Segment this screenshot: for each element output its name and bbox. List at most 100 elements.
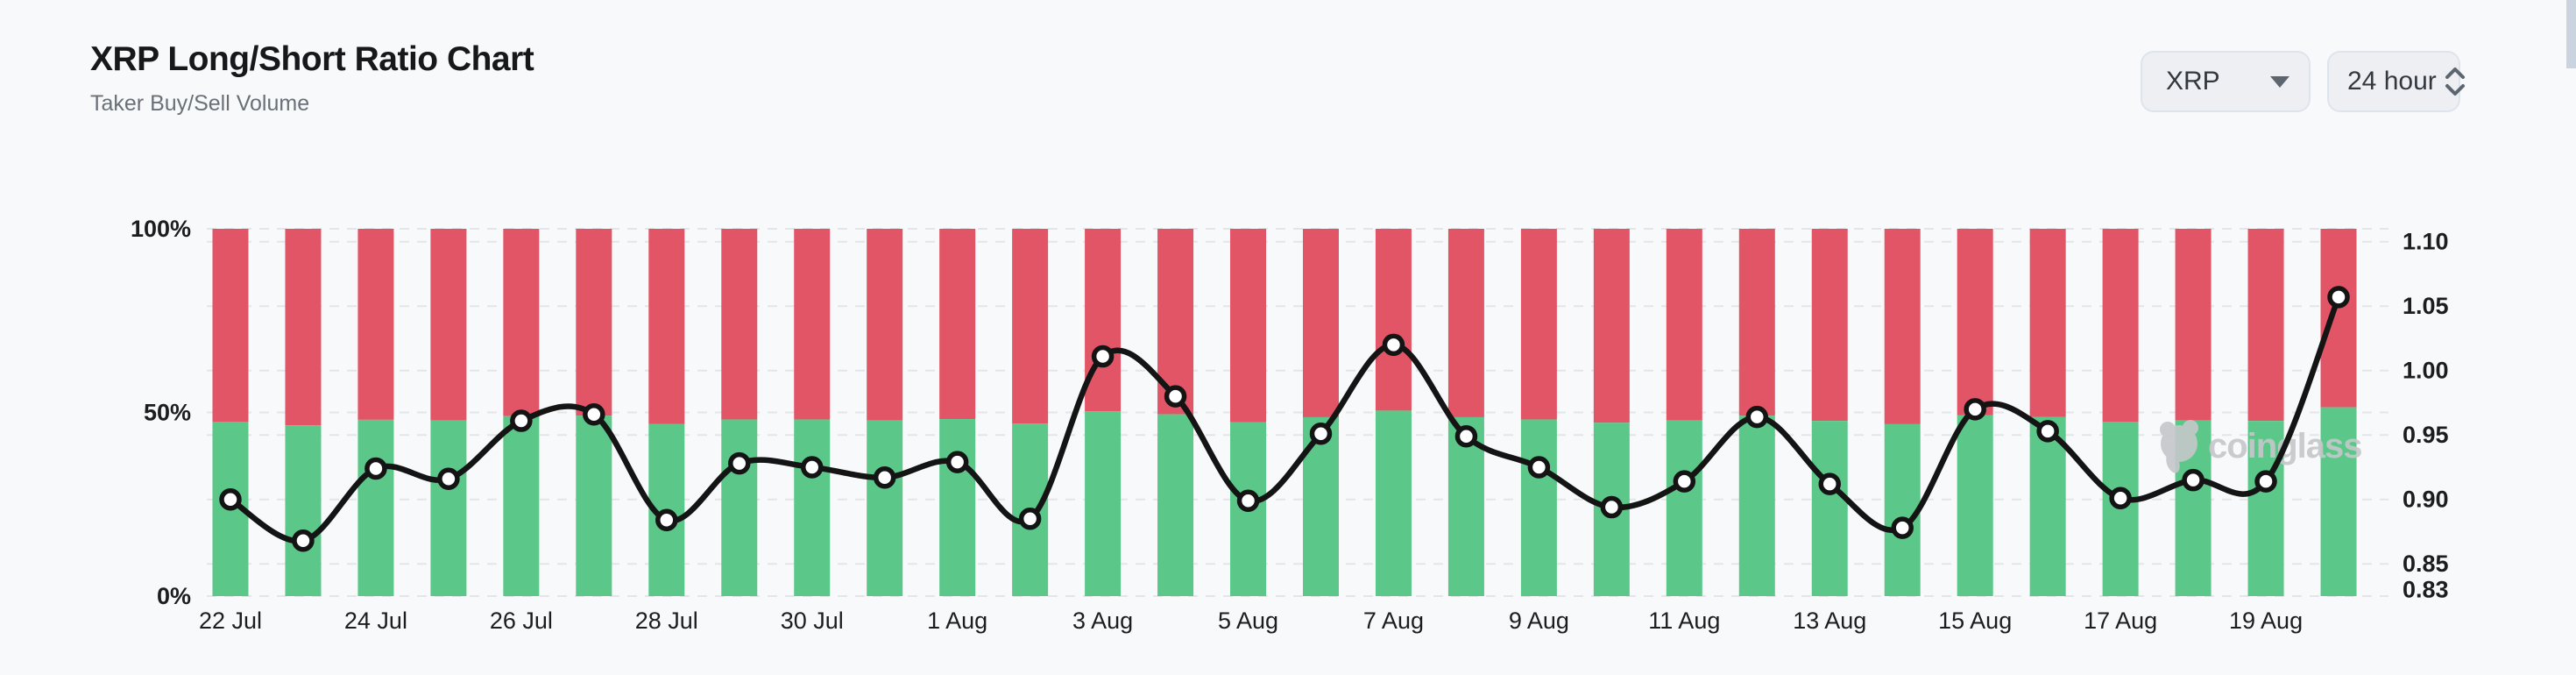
symbol-select[interactable]: XRP: [2141, 51, 2311, 112]
bar-short-segment[interactable]: [1085, 229, 1122, 412]
bar-long-segment[interactable]: [2247, 421, 2284, 596]
bar-short-segment[interactable]: [576, 229, 612, 416]
bar-short-segment[interactable]: [721, 229, 758, 420]
ratio-line-point[interactable]: [2036, 420, 2059, 443]
bar-short-segment[interactable]: [1230, 229, 1267, 423]
x-axis-tick-label: 11 Aug: [1648, 608, 1720, 634]
ratio-line-point[interactable]: [1091, 345, 1115, 368]
bar-short-segment[interactable]: [357, 229, 394, 420]
ratio-line-point[interactable]: [2109, 487, 2132, 510]
bar-short-segment[interactable]: [1520, 229, 1557, 420]
bar-long-segment[interactable]: [794, 419, 831, 596]
ratio-line-point[interactable]: [219, 487, 242, 511]
ratio-line-point[interactable]: [1382, 333, 1405, 357]
x-axis-tick-label: 5 Aug: [1218, 608, 1278, 634]
bar-long-segment[interactable]: [503, 416, 540, 596]
bar-short-segment[interactable]: [1012, 229, 1049, 424]
bar-long-segment[interactable]: [939, 419, 976, 596]
bar-long-segment[interactable]: [1884, 423, 1921, 596]
ratio-line-point[interactable]: [583, 402, 605, 426]
bar-short-segment[interactable]: [1811, 229, 1848, 422]
bar-short-segment[interactable]: [2247, 229, 2284, 422]
ratio-line-point[interactable]: [1818, 472, 1842, 495]
interval-select-value: 24 hour: [2347, 67, 2437, 96]
right-axis-tick-label: 0.85: [2403, 551, 2449, 577]
bar-long-segment[interactable]: [1738, 416, 1775, 596]
chevron-up-down-icon: [2445, 68, 2465, 96]
bar-short-segment[interactable]: [1447, 229, 1484, 417]
bar-short-segment[interactable]: [1375, 229, 1412, 411]
bar-long-segment[interactable]: [1666, 420, 1702, 596]
bar-long-segment[interactable]: [1811, 421, 1848, 596]
ratio-line-point[interactable]: [1164, 385, 1187, 408]
bar-short-segment[interactable]: [2175, 229, 2212, 421]
bar-short-segment[interactable]: [1302, 229, 1339, 417]
bar-long-segment[interactable]: [2320, 407, 2357, 596]
ratio-line-point[interactable]: [1673, 470, 1696, 493]
bar-long-segment[interactable]: [1957, 415, 1993, 596]
bar-long-segment[interactable]: [357, 419, 394, 596]
bar-short-segment[interactable]: [2029, 229, 2066, 417]
bar-short-segment[interactable]: [794, 229, 831, 420]
bar-long-segment[interactable]: [576, 416, 612, 596]
bar-short-segment[interactable]: [1666, 229, 1702, 421]
ratio-line-point[interactable]: [364, 457, 387, 480]
ratio-line-point[interactable]: [510, 409, 533, 432]
ratio-line-point[interactable]: [655, 508, 678, 532]
ratio-line-point[interactable]: [1454, 424, 1478, 448]
ratio-line-point[interactable]: [2254, 470, 2277, 493]
bar-short-segment[interactable]: [285, 229, 322, 426]
bar-long-segment[interactable]: [2029, 416, 2066, 596]
x-axis-tick-label: 30 Jul: [781, 608, 844, 634]
ratio-line-point[interactable]: [1600, 495, 1624, 519]
bar-long-segment[interactable]: [1157, 414, 1194, 596]
bar-long-segment[interactable]: [285, 425, 322, 596]
bar-long-segment[interactable]: [430, 420, 467, 596]
ratio-line-point[interactable]: [873, 465, 896, 489]
ratio-line-point[interactable]: [1309, 423, 1333, 445]
ratio-line: [227, 294, 2342, 544]
bar-short-segment[interactable]: [648, 229, 685, 424]
bar-short-segment[interactable]: [867, 229, 903, 421]
watermark: coinglass: [2160, 420, 2363, 473]
ratio-line-point[interactable]: [1527, 456, 1551, 479]
ratio-line-point[interactable]: [1018, 508, 1042, 530]
scrollbar-thumb[interactable]: [2566, 0, 2576, 68]
x-axis-tick-label: 17 Aug: [2084, 608, 2157, 634]
bar-long-segment[interactable]: [1520, 419, 1557, 596]
bar-short-segment[interactable]: [212, 229, 249, 423]
bar-short-segment[interactable]: [430, 229, 467, 421]
page-title: XRP Long/Short Ratio Chart: [90, 40, 534, 78]
bar-short-segment[interactable]: [2320, 229, 2357, 408]
ratio-line-point[interactable]: [2327, 286, 2350, 309]
bar-short-segment[interactable]: [1957, 229, 1993, 416]
ratio-line-point[interactable]: [1891, 516, 1914, 539]
ratio-line-point[interactable]: [945, 451, 969, 473]
bar-long-segment[interactable]: [867, 420, 903, 596]
bar-short-segment[interactable]: [1738, 229, 1775, 416]
left-axis-tick-label: 50%: [144, 400, 191, 426]
right-axis-tick-label: 0.95: [2403, 422, 2449, 448]
bar-long-segment[interactable]: [1085, 411, 1122, 596]
ratio-line-point[interactable]: [800, 456, 824, 479]
ratio-line-point[interactable]: [2182, 468, 2204, 492]
bar-short-segment[interactable]: [1593, 229, 1630, 423]
ratio-line-point[interactable]: [292, 529, 315, 552]
ratio-line-point[interactable]: [1745, 405, 1769, 429]
ratio-line-point[interactable]: [1964, 398, 1986, 421]
ratio-line-point[interactable]: [437, 467, 460, 490]
x-axis-tick-label: 9 Aug: [1509, 608, 1569, 634]
bar-short-segment[interactable]: [2102, 229, 2139, 423]
right-axis-tick-label: 1.05: [2403, 293, 2449, 319]
interval-select[interactable]: 24 hour: [2327, 51, 2465, 112]
page-subtitle: Taker Buy/Sell Volume: [90, 91, 310, 116]
bar-short-segment[interactable]: [1884, 229, 1921, 424]
ratio-line-point[interactable]: [728, 451, 751, 475]
bar-short-segment[interactable]: [939, 229, 976, 420]
x-axis-tick-label: 19 Aug: [2229, 608, 2303, 634]
bar-short-segment[interactable]: [503, 229, 540, 416]
bar-long-segment[interactable]: [1375, 410, 1412, 596]
bar-long-segment[interactable]: [721, 419, 758, 596]
ratio-line-point[interactable]: [1236, 489, 1260, 512]
x-axis-tick-label: 22 Jul: [199, 608, 262, 634]
